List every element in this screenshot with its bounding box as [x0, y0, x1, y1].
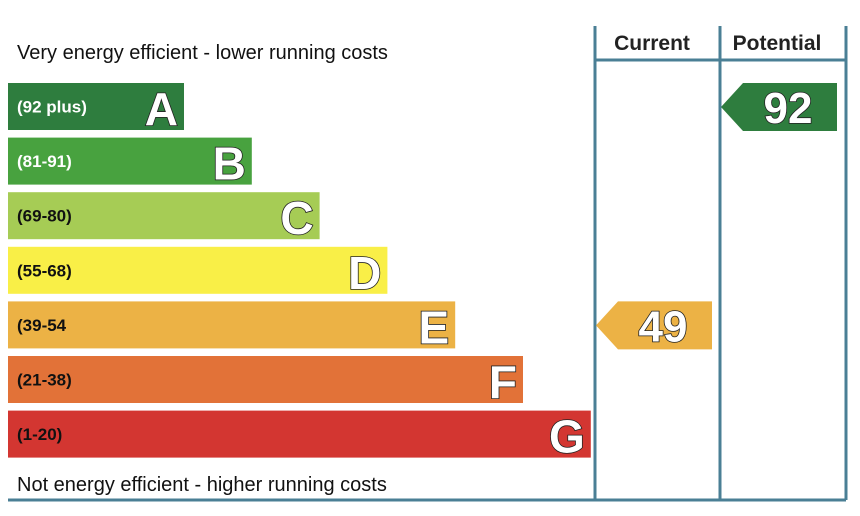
band-c-letter: C: [280, 192, 313, 244]
band-f-range: (21-38): [17, 371, 72, 390]
band-g-range: (1-20): [17, 425, 62, 444]
rating-potential-arrow: [721, 83, 837, 131]
band-b: (81-91) B: [8, 137, 252, 190]
band-e-range: (39-54: [17, 316, 67, 335]
band-a: (92 plus) A: [8, 82, 184, 136]
rating-potential: 92: [721, 83, 837, 134]
band-e-letter: E: [419, 301, 450, 353]
band-e-bar: [8, 301, 456, 349]
rating-current-arrow: [596, 301, 712, 350]
top-label: Very energy efficient - lower running co…: [17, 42, 388, 64]
rating-potential-value: 92: [764, 84, 813, 133]
band-d: (55-68) D: [8, 246, 388, 300]
band-f: (21-38) F: [8, 355, 523, 409]
column-header-potential: Potential: [733, 32, 822, 55]
rating-arrows: 49 92: [596, 83, 837, 352]
band-d-range: (55-68): [17, 261, 72, 280]
band-f-bar: [8, 356, 523, 403]
band-d-letter: D: [348, 247, 381, 299]
band-e: (39-54 E: [8, 301, 456, 354]
band-b-letter: B: [213, 138, 246, 190]
band-b-bar: [8, 137, 252, 185]
column-header-current: Current: [614, 32, 690, 55]
rating-columns-frame: [8, 26, 848, 502]
bottom-label: Not energy efficient - higher running co…: [17, 474, 387, 496]
rating-current-value: 49: [639, 302, 688, 351]
band-f-letter: F: [489, 356, 517, 408]
rating-current: 49: [596, 301, 712, 352]
band-c: (69-80) C: [8, 191, 320, 245]
band-b-range: (81-91): [17, 152, 72, 171]
band-c-range: (69-80): [17, 207, 72, 226]
band-d-bar: [8, 246, 388, 294]
band-g: (1-20) G: [8, 410, 591, 463]
band-a-bar: [8, 83, 184, 130]
band-a-range: (92 plus): [17, 98, 87, 117]
rating-bands: (92 plus) A(81-91) B(69-80) C(55-68) D(39-54…: [8, 82, 591, 463]
band-g-bar: [8, 410, 591, 458]
band-c-bar: [8, 192, 320, 240]
band-a-letter: A: [145, 83, 178, 135]
band-g-letter: G: [549, 411, 585, 463]
